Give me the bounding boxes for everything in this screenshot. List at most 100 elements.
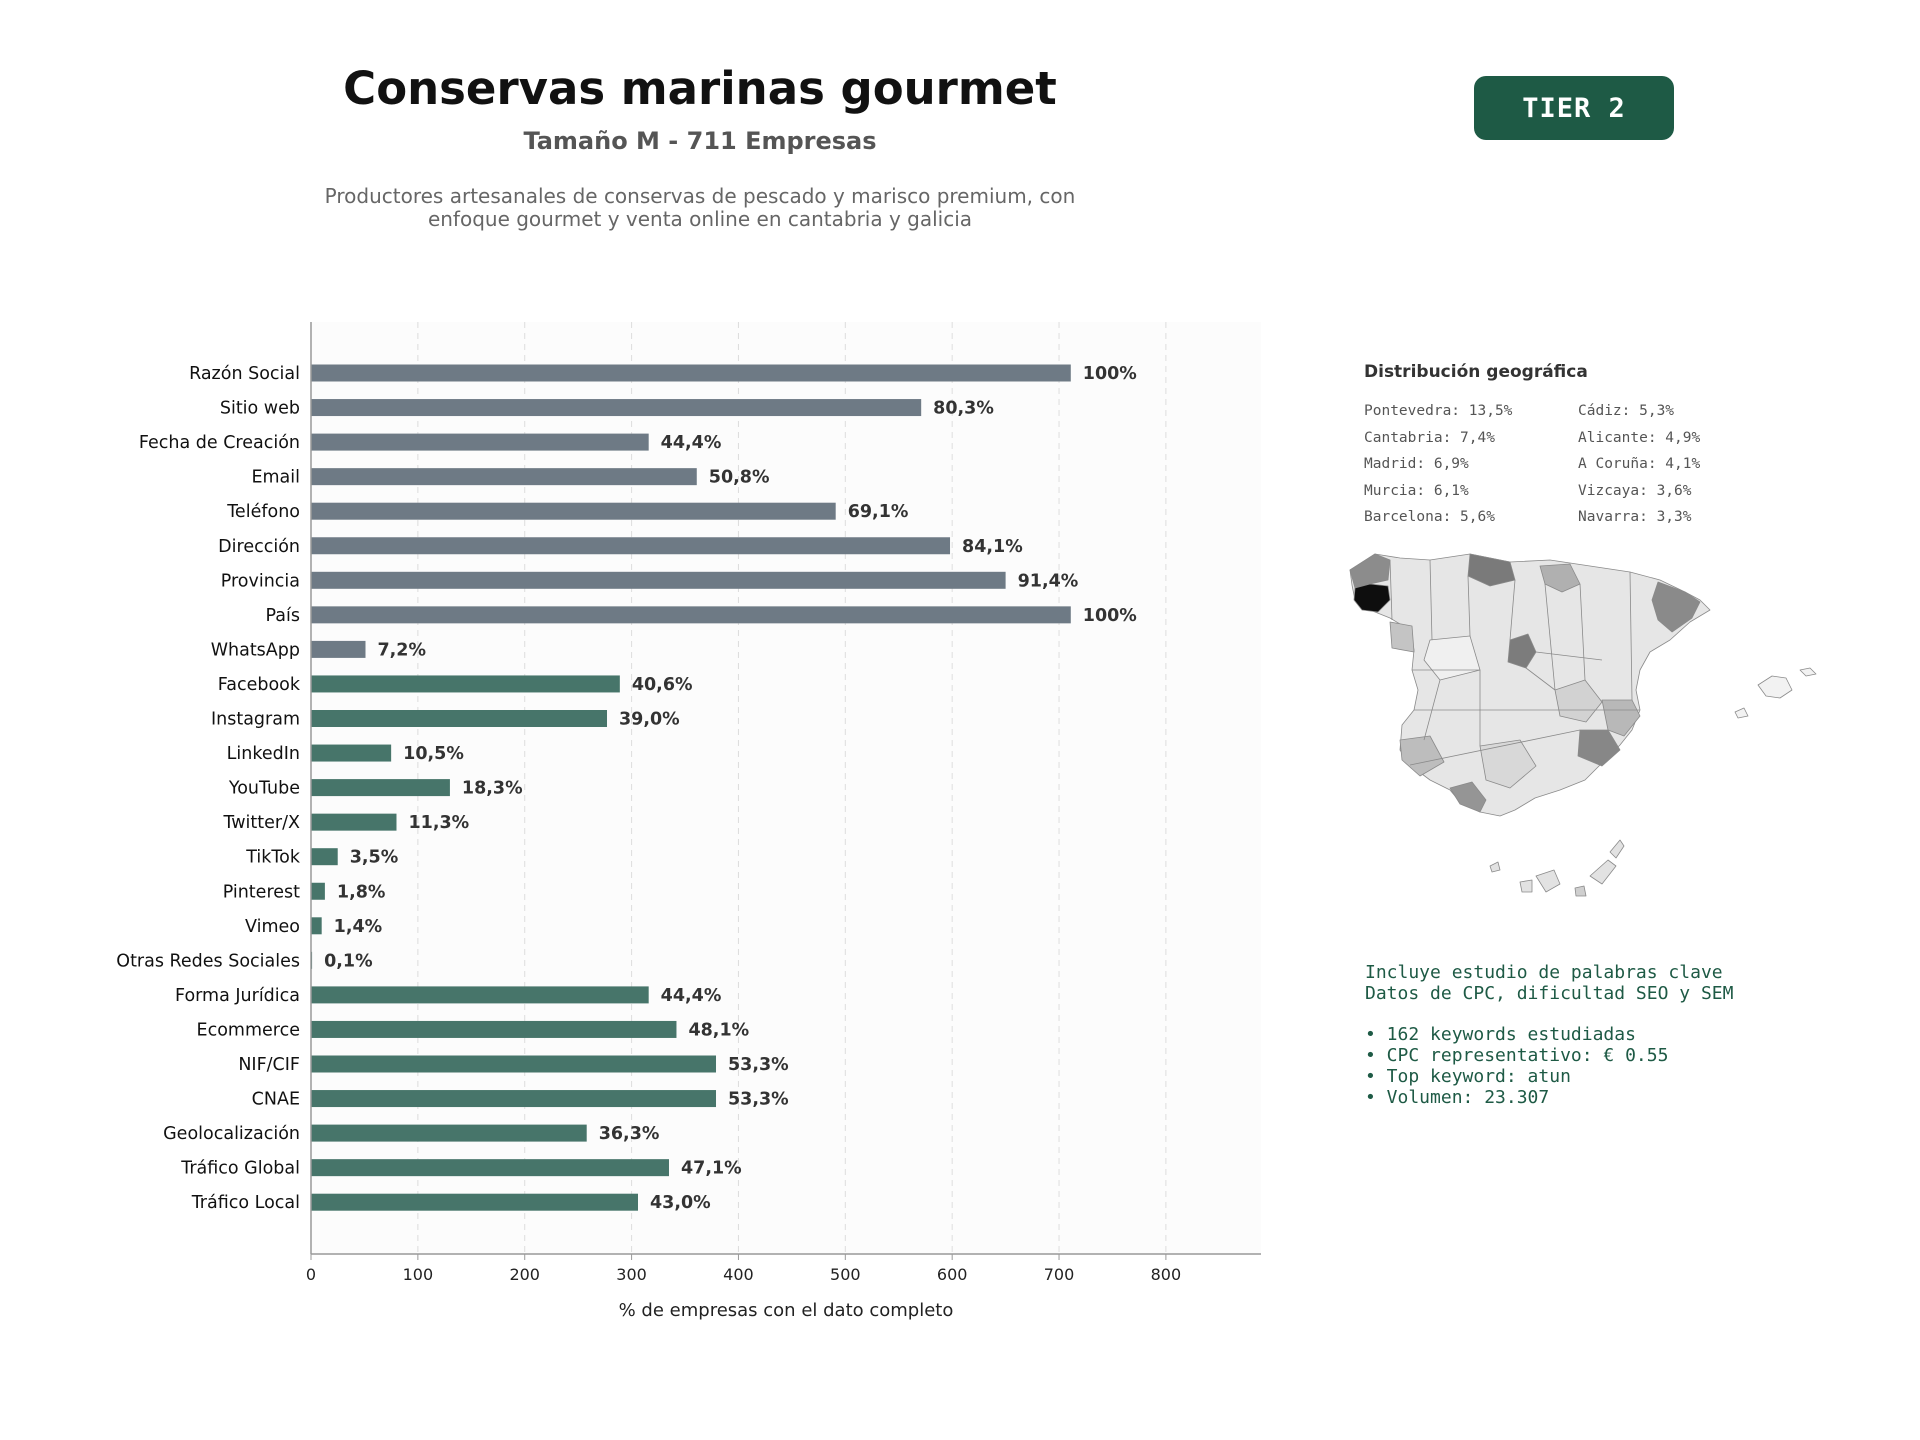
y-tick-label: NIF/CIF bbox=[238, 1055, 300, 1075]
y-tick-label: Dirección bbox=[218, 537, 300, 557]
plot-background bbox=[311, 322, 1261, 1254]
spain-provinces-map bbox=[1349, 553, 1817, 897]
map-canarias bbox=[1519, 879, 1533, 893]
map-canarias bbox=[1535, 869, 1561, 893]
y-tick-label: WhatsApp bbox=[211, 640, 300, 660]
keyword-bullets: • 162 keywords estudiadas • CPC represen… bbox=[1365, 1024, 1733, 1108]
x-tick-label: 600 bbox=[937, 1265, 968, 1284]
bar bbox=[311, 1055, 717, 1073]
keyword-intro-line: Incluye estudio de palabras clave bbox=[1365, 962, 1723, 983]
bar-value-label: 69,1% bbox=[848, 502, 909, 522]
map-region bbox=[1539, 563, 1581, 593]
y-tick-label: Geolocalización bbox=[163, 1124, 300, 1144]
y-tick-label: Fecha de Creación bbox=[139, 433, 300, 453]
bar bbox=[311, 917, 322, 935]
bar-value-label: 18,3% bbox=[462, 779, 523, 799]
bar bbox=[311, 1124, 587, 1142]
bar-value-label: 7,2% bbox=[377, 640, 426, 660]
description-line: enfoque gourmet y venta online en cantab… bbox=[427, 207, 973, 231]
bar-value-label: 47,1% bbox=[681, 1159, 742, 1179]
bar bbox=[311, 640, 366, 658]
keyword-bullet: • 162 keywords estudiadas bbox=[1365, 1024, 1636, 1045]
chart-axes bbox=[310, 322, 1261, 1255]
map-region bbox=[1554, 679, 1603, 723]
y-tick-label: Razón Social bbox=[189, 364, 300, 384]
bar bbox=[311, 779, 450, 797]
y-tick-label: Tráfico Global bbox=[180, 1159, 300, 1179]
geo-item: Barcelona: 5,6% bbox=[1364, 509, 1495, 525]
bar-value-label: 43,0% bbox=[650, 1193, 711, 1213]
y-tick-label: Vimeo bbox=[245, 917, 300, 937]
bar-value-label: 44,4% bbox=[661, 986, 722, 1006]
x-axis-label: % de empresas con el dato completo bbox=[619, 1300, 954, 1321]
description-line: Productores artesanales de conservas de … bbox=[324, 184, 1076, 208]
map-baleares bbox=[1799, 667, 1817, 677]
bar bbox=[311, 468, 697, 486]
map-peninsula bbox=[1349, 553, 1711, 817]
geo-list-right: Cádiz: 5,3% Alicante: 4,9% A Coruña: 4,1… bbox=[1578, 398, 1700, 531]
bar-value-label: 40,6% bbox=[632, 675, 693, 695]
map-baleares bbox=[1757, 675, 1793, 699]
bar-value-label: 10,5% bbox=[403, 744, 464, 764]
x-tick-label: 300 bbox=[616, 1265, 647, 1284]
bar bbox=[311, 606, 1071, 624]
y-tick-label: Twitter/X bbox=[222, 813, 300, 833]
bar bbox=[311, 744, 392, 762]
bar-value-label: 80,3% bbox=[933, 399, 994, 419]
completeness-bar-chart: 0 100 200 300 400 500 600 700 800 Razón Social 10… bbox=[116, 322, 1261, 1321]
map-region-alicante bbox=[1601, 699, 1641, 737]
bar-value-label: 91,4% bbox=[1018, 571, 1079, 591]
y-tick-label: TikTok bbox=[245, 848, 301, 868]
map-province-lines bbox=[1389, 559, 1640, 766]
map-region bbox=[1479, 739, 1537, 789]
map-region bbox=[1423, 635, 1481, 681]
geo-item: Cantabria: 7,4% bbox=[1364, 429, 1495, 446]
bar-value-label: 53,3% bbox=[728, 1090, 789, 1110]
bar bbox=[311, 433, 649, 451]
map-region-murcia bbox=[1577, 729, 1621, 767]
bar-value-label: 1,4% bbox=[334, 917, 383, 937]
bar bbox=[311, 848, 338, 866]
keyword-intro-line: Datos de CPC, dificultad SEO y SEM bbox=[1365, 983, 1734, 1004]
y-tick-label: Provincia bbox=[221, 571, 300, 591]
chart-bars: Razón Social 100% Sitio web 80,3% Fecha de C… bbox=[116, 364, 1137, 1213]
map-region bbox=[1651, 581, 1701, 633]
bar-value-label: 53,3% bbox=[728, 1055, 789, 1075]
bar-value-label: 1,8% bbox=[337, 882, 386, 902]
y-tick-label: Otras Redes Sociales bbox=[116, 951, 300, 971]
bar-value-label: 100% bbox=[1083, 364, 1137, 384]
y-tick-label: Facebook bbox=[218, 675, 301, 695]
bar bbox=[311, 399, 922, 417]
x-tick-label: 200 bbox=[509, 1265, 540, 1284]
x-tick-label: 800 bbox=[1151, 1265, 1182, 1284]
map-region bbox=[1467, 553, 1516, 587]
bar-value-label: 11,3% bbox=[408, 813, 469, 833]
keyword-bullet: • Volumen: 23.307 bbox=[1365, 1087, 1550, 1108]
map-canarias bbox=[1589, 859, 1617, 885]
x-tick-label: 100 bbox=[403, 1265, 434, 1284]
geo-item: Navarra: 3,3% bbox=[1578, 509, 1692, 525]
map-region bbox=[1389, 621, 1415, 653]
bar-value-label: 50,8% bbox=[709, 468, 770, 488]
y-tick-label: Forma Jurídica bbox=[175, 986, 300, 1006]
page-description: Productores artesanales de conservas de … bbox=[260, 185, 1140, 231]
bar bbox=[311, 364, 1071, 382]
geo-item: Pontevedra: 13,5% bbox=[1364, 403, 1513, 419]
bar bbox=[311, 502, 836, 520]
bar bbox=[311, 1193, 638, 1211]
y-tick-label: Email bbox=[251, 468, 300, 488]
x-tick-label: 500 bbox=[830, 1265, 861, 1284]
map-region-pontevedra bbox=[1353, 583, 1391, 613]
y-tick-label: País bbox=[266, 606, 300, 626]
bar-value-label: 44,4% bbox=[661, 433, 722, 453]
bar bbox=[311, 986, 649, 1004]
bar bbox=[311, 1020, 677, 1038]
map-region-cadiz bbox=[1449, 781, 1487, 813]
bar-value-label: 3,5% bbox=[350, 848, 399, 868]
geo-list-left: Pontevedra: 13,5% Cantabria: 7,4% Madrid… bbox=[1364, 398, 1512, 531]
x-tick-label: 700 bbox=[1044, 1265, 1075, 1284]
bar-value-label: 36,3% bbox=[599, 1124, 660, 1144]
y-tick-label: Ecommerce bbox=[197, 1020, 300, 1040]
geo-item: A Coruña: 4,1% bbox=[1578, 456, 1701, 472]
y-tick-label: YouTube bbox=[228, 779, 300, 799]
